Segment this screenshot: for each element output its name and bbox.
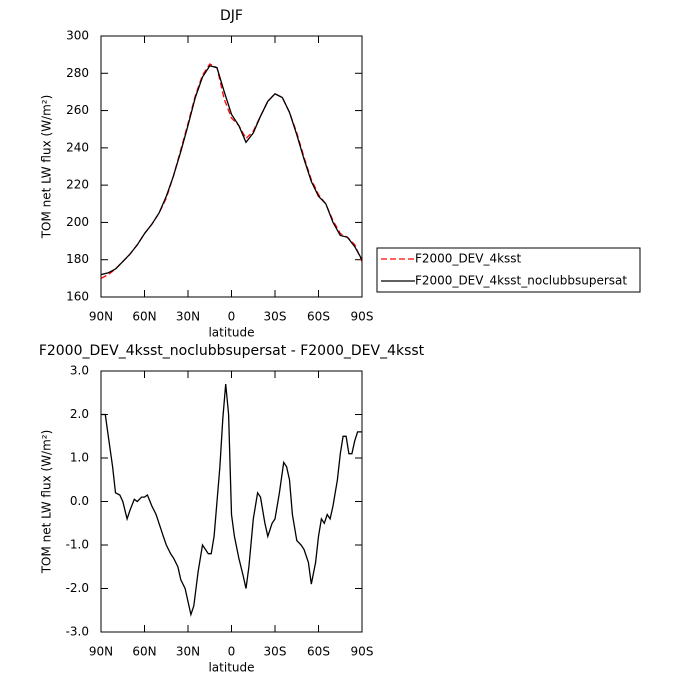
y-tick-label: 160 <box>66 290 89 304</box>
x-tick-label: 0 <box>228 310 236 324</box>
chart-title: DJF <box>220 8 243 24</box>
x-tick-label: 30S <box>264 310 287 324</box>
y-axis-label: TOM net LW flux (W/m²) <box>40 95 54 240</box>
y-tick-label: 200 <box>66 215 89 229</box>
x-tick-label: 90S <box>351 310 374 324</box>
y-axis-label: TOM net LW flux (W/m²) <box>40 430 54 575</box>
x-axis-label: latitude <box>208 326 254 340</box>
line-series <box>100 63 363 279</box>
y-tick-label: 1.0 <box>70 451 89 465</box>
y-tick-label: 220 <box>66 178 89 192</box>
x-tick-label: 30N <box>176 645 200 659</box>
legend-label: F2000_DEV_4ksst_noclubbsupersat <box>415 274 627 288</box>
x-tick-label: 0 <box>228 645 236 659</box>
legend-box <box>376 247 641 293</box>
y-tick-label: -2.0 <box>66 581 89 595</box>
y-tick-label: 280 <box>66 66 89 80</box>
plot-frame <box>100 370 363 633</box>
x-tick-label: 30N <box>176 310 200 324</box>
x-tick-label: 60S <box>307 310 330 324</box>
y-tick-label: 180 <box>66 252 89 266</box>
x-tick-label: 90N <box>89 310 113 324</box>
x-axis-label: latitude <box>208 661 254 675</box>
y-tick-label: 260 <box>66 103 89 117</box>
legend-label: F2000_DEV_4ksst <box>415 252 522 266</box>
x-tick-label: 60N <box>132 645 156 659</box>
line-series <box>101 383 362 618</box>
x-tick-label: 60S <box>307 645 330 659</box>
y-tick-label: 3.0 <box>70 364 89 378</box>
x-tick-label: 30S <box>264 645 287 659</box>
x-tick-label: 90N <box>89 645 113 659</box>
y-tick-label: 2.0 <box>70 407 89 421</box>
x-tick-label: 90S <box>351 645 374 659</box>
line-series <box>100 65 363 276</box>
chart-title: F2000_DEV_4ksst_noclubbsupersat - F2000_… <box>39 343 425 359</box>
y-tick-label: -1.0 <box>66 538 89 552</box>
y-tick-label: 240 <box>66 140 89 154</box>
y-tick-label: 0.0 <box>70 494 89 508</box>
y-tick-label: 300 <box>66 29 89 43</box>
x-tick-label: 60N <box>132 310 156 324</box>
y-tick-label: -3.0 <box>66 625 89 639</box>
plot-frame <box>100 35 363 298</box>
